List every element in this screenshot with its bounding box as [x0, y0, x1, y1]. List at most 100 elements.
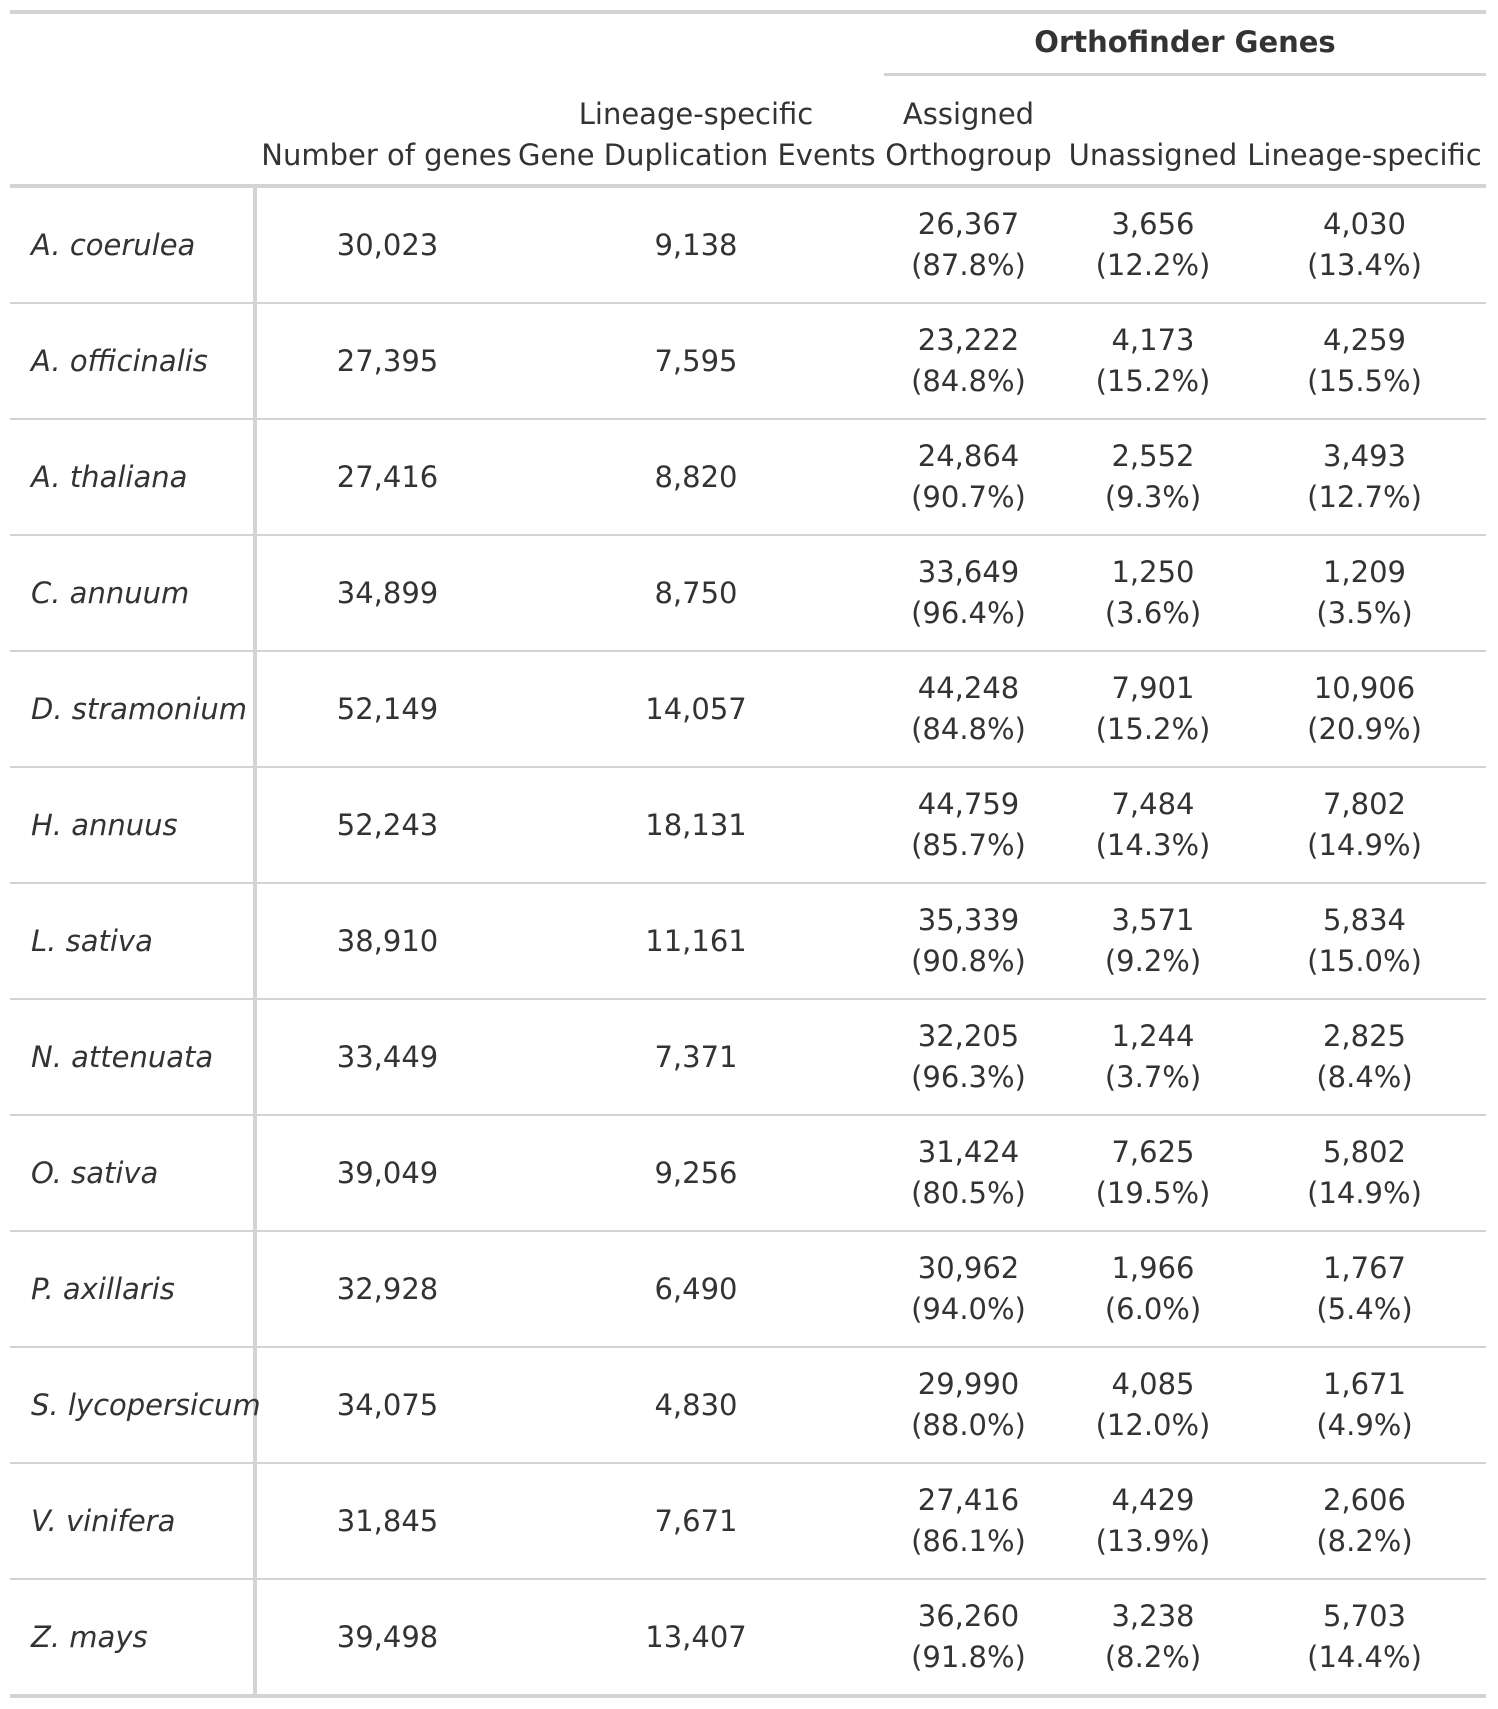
- assigned-cell: 24,864 (90.7%): [874, 418, 1063, 535]
- unassigned-count: 7,625: [1111, 1135, 1195, 1169]
- table-row: C. annuum 34,899 8,750 33,649 (96.4%) 1,250 (3…: [10, 534, 1487, 651]
- unassigned-count: 7,484: [1111, 787, 1195, 821]
- assigned-percent: (84.8%): [911, 364, 1026, 398]
- assigned-cell: 44,759 (85.7%): [874, 766, 1063, 883]
- assigned-count: 35,339: [917, 903, 1020, 937]
- unassigned-cell: 3,571 (9.2%): [1063, 882, 1243, 999]
- unassigned-count: 1,244: [1111, 1019, 1195, 1053]
- lineage-specific-percent: (14.9%): [1307, 828, 1422, 862]
- species-column-header: [10, 81, 255, 188]
- number-of-genes-header: Number of genes: [255, 81, 518, 188]
- unassigned-cell: 3,656 (12.2%): [1063, 186, 1243, 303]
- duplication-events-cell: 13,407: [518, 1578, 874, 1696]
- unassigned-count: 2,552: [1111, 439, 1195, 473]
- duplication-events-cell: 7,371: [518, 998, 874, 1115]
- lineage-specific-percent: (8.4%): [1316, 1060, 1413, 1094]
- assigned-percent: (88.0%): [911, 1408, 1026, 1442]
- lineage-specific-count: 1,671: [1322, 1367, 1407, 1401]
- unassigned-cell: 7,484 (14.3%): [1063, 766, 1243, 883]
- lineage-specific-cell: 4,030 (13.4%): [1243, 186, 1486, 303]
- assigned-count: 44,248: [917, 671, 1020, 705]
- table-row: N. attenuata 33,449 7,371 32,205 (96.3%) 1,24…: [10, 998, 1487, 1115]
- duplication-events-cell: 11,161: [518, 882, 874, 999]
- lineage-specific-percent: (8.2%): [1316, 1524, 1413, 1558]
- lineage-specific-count: 5,703: [1322, 1599, 1407, 1633]
- unassigned-header: Unassigned: [1063, 81, 1243, 188]
- table-row: O. sativa 39,049 9,256 31,424 (80.5%) 7,625 (1…: [10, 1114, 1487, 1231]
- duplication-events-cell: 18,131: [518, 766, 874, 883]
- assigned-header-line-1: Assigned: [902, 97, 1035, 131]
- number-of-genes-cell: 27,395: [255, 302, 518, 419]
- unassigned-count: 3,656: [1111, 207, 1195, 241]
- duplication-events-cell: 9,138: [654, 227, 738, 262]
- lineage-specific-cell: 1,671 (4.9%): [1243, 1346, 1487, 1463]
- assigned-percent: (90.8%): [911, 944, 1026, 978]
- lineage-specific-count: 3,493: [1322, 439, 1407, 473]
- assigned-percent: (86.1%): [911, 1524, 1026, 1558]
- assigned-percent: (80.5%): [911, 1176, 1026, 1210]
- lineage-specific-percent: (14.4%): [1307, 1640, 1422, 1674]
- lineage-specific-percent: (3.5%): [1316, 596, 1413, 630]
- spanner-row: Orthofinder Genes: [10, 12, 1487, 81]
- table-row: L. sativa 38,910 11,161 35,339 (90.8%) 3,571 (…: [10, 882, 1487, 999]
- number-of-genes-cell: 52,243: [255, 766, 518, 883]
- assigned-cell: 31,424 (80.5%): [874, 1114, 1063, 1231]
- species-cell: A. coerulea: [10, 186, 257, 303]
- number-of-genes-cell: 31,845: [255, 1462, 518, 1579]
- assigned-count: 44,759: [917, 787, 1020, 821]
- assigned-percent: (94.0%): [911, 1292, 1026, 1326]
- assigned-cell: 27,416 (86.1%): [874, 1462, 1063, 1579]
- assigned-cell: 29,990 (88.0%): [874, 1346, 1063, 1463]
- unassigned-percent: (6.0%): [1104, 1292, 1202, 1326]
- unassigned-count: 4,429: [1111, 1483, 1195, 1517]
- table-row: A. coerulea 30,023 9,138 26,367 (87.8%) 3,656…: [10, 186, 1486, 303]
- lineage-specific-count: 2,606: [1322, 1483, 1407, 1517]
- duplication-events-cell: 7,671: [518, 1462, 874, 1579]
- species-cell: P. axillaris: [10, 1230, 257, 1347]
- unassigned-count: 3,238: [1111, 1599, 1195, 1633]
- assigned-count: 32,205: [917, 1019, 1020, 1053]
- duplication-header-line-1: Lineage-specific: [578, 97, 814, 131]
- duplication-events-cell: 4,830: [518, 1346, 874, 1463]
- lineage-specific-percent: (4.9%): [1316, 1408, 1413, 1442]
- orthofinder-spanner: Orthofinder Genes: [874, 12, 1487, 81]
- species-cell: A. officinalis: [10, 302, 257, 419]
- lineage-specific-count: 10,906: [1313, 671, 1416, 705]
- lineage-specific-count: 4,259: [1322, 323, 1407, 357]
- lineage-specific-percent: (5.4%): [1316, 1292, 1413, 1326]
- table-row: P. axillaris 32,928 6,490 30,962 (94.0%) 1,96…: [10, 1230, 1487, 1347]
- assigned-count: 24,864: [917, 439, 1020, 473]
- assigned-count: 30,962: [917, 1251, 1020, 1285]
- assigned-cell: 35,339 (90.8%): [874, 882, 1063, 999]
- assigned-cell: 44,248 (84.8%): [874, 650, 1063, 767]
- lineage-specific-cell: 1,209 (3.5%): [1243, 534, 1487, 651]
- unassigned-percent: (3.6%): [1104, 596, 1202, 630]
- assigned-cell: 36,260 (91.8%): [874, 1578, 1063, 1696]
- lineage-specific-cell: 1,767 (5.4%): [1243, 1230, 1487, 1347]
- unassigned-cell: 1,244 (3.7%): [1063, 998, 1243, 1115]
- number-of-genes-cell: 27,416: [255, 418, 518, 535]
- table-body: A. coerulea 30,023 9,138 26,367 (87.8%) 3,656…: [10, 186, 1487, 1696]
- number-of-genes-cell: 38,910: [255, 882, 518, 999]
- orthofinder-table: Orthofinder Genes Number of genes Lineag…: [10, 10, 1487, 1698]
- species-cell: A. thaliana: [10, 418, 257, 535]
- lineage-specific-cell: 3,493 (12.7%): [1243, 418, 1487, 535]
- unassigned-percent: (15.2%): [1095, 712, 1211, 746]
- lineage-specific-count: 2,825: [1322, 1019, 1407, 1053]
- species-cell: O. sativa: [10, 1114, 257, 1231]
- assigned-percent: (91.8%): [911, 1640, 1026, 1674]
- lineage-specific-percent: (13.4%): [1307, 248, 1422, 282]
- spanner-blank: [255, 12, 518, 81]
- lineage-specific-cell: 5,834 (15.0%): [1243, 882, 1487, 999]
- lineage-specific-percent: (14.9%): [1307, 1176, 1422, 1210]
- assigned-count: 26,367: [917, 207, 1020, 241]
- species-cell: N. attenuata: [10, 998, 257, 1115]
- assigned-count: 36,260: [917, 1599, 1020, 1633]
- assigned-percent: (85.7%): [911, 828, 1026, 862]
- species-cell: S. lycopersicum: [10, 1346, 261, 1463]
- lineage-specific-percent: (12.7%): [1307, 480, 1422, 514]
- lineage-specific-count: 1,767: [1322, 1251, 1407, 1285]
- duplication-events-cell: 6,490: [518, 1230, 874, 1347]
- unassigned-cell: 4,173 (15.2%): [1063, 302, 1243, 419]
